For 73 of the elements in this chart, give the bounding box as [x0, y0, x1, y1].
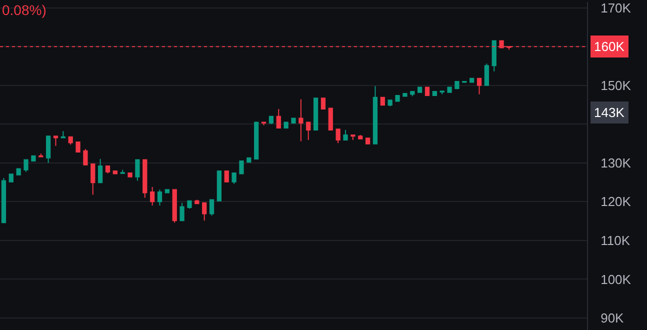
- candlestick: [291, 118, 296, 124]
- candlestick: [187, 200, 192, 210]
- candlestick: [112, 170, 118, 174]
- ref-line-label: 160K: [594, 39, 625, 54]
- candlestick: [306, 122, 311, 141]
- y-tick-label: 120K: [600, 194, 632, 210]
- candlestick: [298, 98, 304, 142]
- candlestick: [320, 98, 326, 110]
- candlestick: [336, 128, 340, 144]
- candlestick: [239, 160, 244, 174]
- candlestick: [83, 148, 88, 166]
- candlestick: [60, 130, 66, 138]
- candlestick: [350, 134, 356, 141]
- candlestick: [284, 122, 288, 128]
- candlestick: [16, 168, 21, 176]
- candlestick: [358, 134, 363, 140]
- candlestick: [46, 136, 51, 164]
- candlestick: [276, 108, 281, 128]
- candlestick: [31, 155, 36, 162]
- candlestick: [447, 86, 452, 93]
- y-tick-label: 150K: [600, 78, 632, 93]
- candlestick: [328, 108, 333, 130]
- annotation: 0.08%): [2, 2, 46, 18]
- candlestick: [365, 138, 370, 144]
- candlestick: [418, 86, 422, 93]
- y-tick-label: 90K: [600, 310, 624, 326]
- candlestick: [424, 86, 430, 96]
- candlestick: [492, 40, 496, 72]
- candlestick: [224, 170, 229, 182]
- candlestick: [440, 90, 444, 95]
- candlestick: [53, 136, 58, 146]
- candlestick: [180, 202, 184, 222]
- candlestick: [410, 91, 415, 97]
- candlestick: [105, 166, 110, 174]
- candlestick: [164, 189, 170, 194]
- candlestick: [470, 78, 474, 83]
- candlestick: [254, 122, 259, 160]
- candlestick: [76, 141, 80, 153]
- candlestick: [142, 159, 148, 198]
- candlestick: [232, 172, 236, 184]
- candlestick: [128, 172, 132, 178]
- y-tick-label: 100K: [600, 272, 632, 287]
- candlestick: [90, 164, 96, 196]
- candlestick: [432, 91, 437, 96]
- y-tick-label: 170K: [600, 0, 632, 16]
- candlestick: [1, 178, 6, 224]
- text: 143K: [594, 105, 625, 120]
- candlestick: [68, 136, 73, 146]
- candlestick: [202, 202, 207, 222]
- y-tick-label: 110K: [600, 232, 630, 248]
- candlestick: [343, 129, 348, 141]
- candlestick: [395, 94, 400, 102]
- candlestick: [484, 63, 490, 86]
- candlestick: [8, 174, 14, 182]
- candlestick: [372, 86, 378, 144]
- candlestick: [261, 122, 266, 126]
- candlestick: [98, 158, 103, 184]
- candlestick: [454, 80, 460, 90]
- candlestick: [172, 189, 177, 224]
- candlestick: [157, 189, 162, 206]
- candlestick: [402, 93, 408, 97]
- candlestick: [24, 159, 28, 172]
- candlestick: [209, 199, 214, 216]
- candlestick: [380, 96, 385, 106]
- candlestick: [120, 169, 125, 174]
- candlestick: [216, 170, 222, 202]
- candlestick: [476, 78, 482, 95]
- y-tick-label: 130K: [600, 155, 632, 170]
- candlestick: [388, 100, 392, 107]
- candlestick: [268, 116, 274, 125]
- candlestick: [135, 159, 140, 182]
- candlestick: [313, 98, 318, 130]
- candlestick: [150, 186, 155, 206]
